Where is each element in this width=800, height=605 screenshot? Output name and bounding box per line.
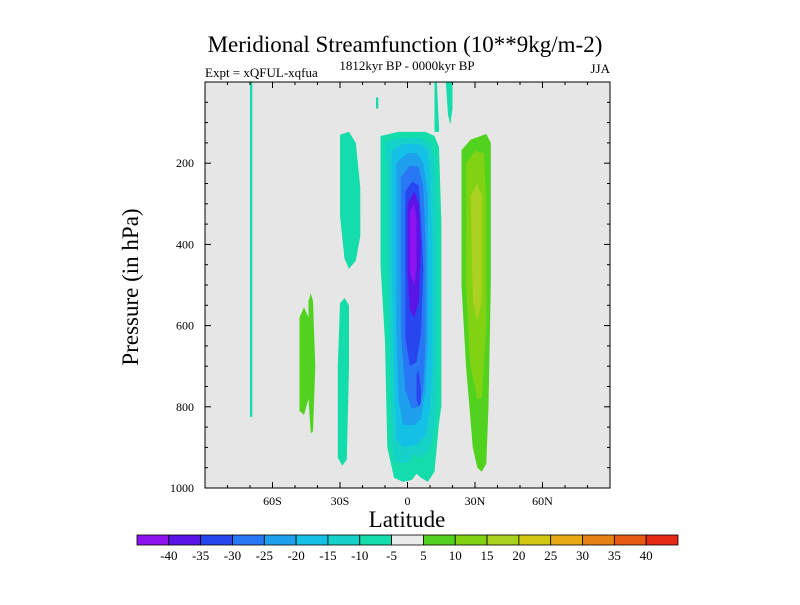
y-axis-label: Pressure (in hPa)	[118, 208, 143, 365]
colorbar-swatch	[136, 534, 170, 546]
colorbar-swatch	[486, 534, 520, 546]
colorbar-swatch	[232, 534, 265, 546]
x-tick-label: 0	[405, 494, 411, 508]
colorbar-swatch	[550, 534, 583, 546]
colorbar-swatch	[391, 534, 424, 546]
colorbar-label: 30	[576, 548, 589, 563]
colorbar-swatch	[582, 534, 615, 546]
contour-neg-5-top-plume-2	[445, 82, 453, 125]
x-tick-label: 30S	[331, 494, 350, 508]
colorbar-label: 10	[449, 548, 462, 563]
contour-neg-5-top-plume	[434, 82, 439, 132]
colorbar-label: -15	[319, 548, 336, 563]
period-label: 1812kyr BP - 0000kyr BP	[339, 58, 474, 73]
colorbar-label: -40	[160, 548, 177, 563]
x-tick-label: 60N	[532, 494, 553, 508]
season-label: JJA	[590, 61, 610, 76]
x-axis: 60S 30S 0 30N 60N	[204, 82, 611, 508]
colorbar: -40 -35 -30 -25 -20 -15 -10 -5 5 10 15 20 25 30 35 40	[136, 534, 679, 563]
colorbar-label: -30	[224, 548, 241, 563]
x-axis-label: Latitude	[369, 507, 446, 532]
colorbar-label: -20	[287, 548, 304, 563]
experiment-label: Expt = xQFUL-xqfua	[205, 65, 318, 80]
colorbar-label: -25	[256, 548, 273, 563]
colorbar-swatch	[359, 534, 392, 546]
contour-neg-5-band-lon80s	[250, 82, 253, 417]
colorbar-swatch	[295, 534, 329, 546]
colorbar-swatch	[454, 534, 488, 546]
colorbar-swatch	[200, 534, 233, 546]
y-tick-label: 400	[176, 237, 194, 251]
colorbar-label: 20	[512, 548, 525, 563]
colorbar-label: 15	[481, 548, 494, 563]
y-tick-label: 600	[176, 319, 194, 333]
y-axis: 200 400 600 800 1000	[170, 81, 610, 495]
contour-neg-30-lower	[416, 370, 421, 407]
colorbar-label: -5	[386, 548, 397, 563]
colorbar-swatch	[423, 534, 456, 546]
colorbar-swatch	[645, 534, 679, 546]
colorbar-swatch	[613, 534, 647, 546]
colorbar-label: -10	[351, 548, 368, 563]
colorbar-swatch	[327, 534, 361, 546]
x-tick-label: 30N	[465, 494, 486, 508]
y-tick-label: 200	[176, 156, 194, 170]
contour-neg-5-tongue-35s	[340, 131, 361, 269]
contour-layer	[250, 82, 491, 482]
contour-pos-5-tongue-47s	[308, 293, 316, 434]
x-tick-label: 60S	[263, 494, 282, 508]
y-tick-label: 800	[176, 400, 194, 414]
colorbar-swatch	[518, 534, 552, 546]
colorbar-swatch	[168, 534, 202, 546]
chart-title: Meridional Streamfunction (10**9kg/m-2)	[208, 32, 603, 57]
colorbar-swatch	[263, 534, 297, 546]
colorbar-label: -35	[192, 548, 209, 563]
contour-neg-40	[409, 203, 417, 285]
colorbar-label: 35	[608, 548, 621, 563]
contour-pos-15	[470, 183, 482, 322]
contour-pos-5-tongue-50s	[299, 307, 309, 415]
contour-neg-5-lower-35s	[337, 298, 349, 466]
contour-neg-5-tiny-strip	[376, 97, 379, 109]
y-tick-label: 1000	[170, 481, 194, 495]
colorbar-label: 5	[420, 548, 427, 563]
colorbar-label: 25	[544, 548, 557, 563]
colorbar-label: 40	[640, 548, 653, 563]
